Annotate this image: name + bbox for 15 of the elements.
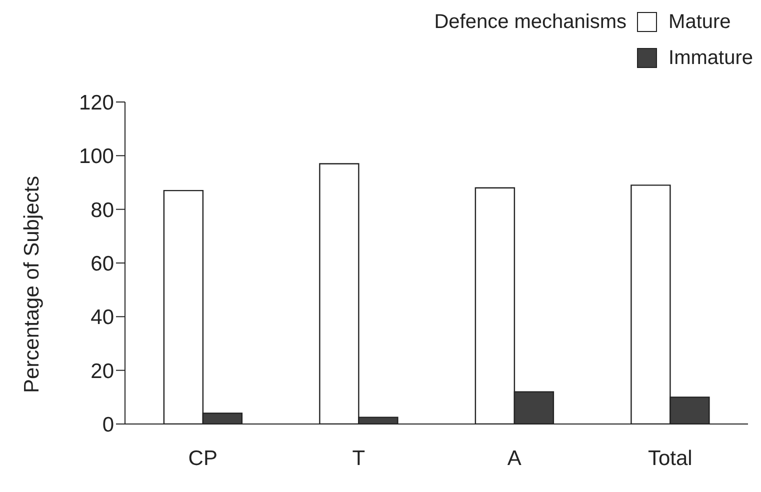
y-tick-label: 60 — [90, 252, 114, 276]
y-axis-title: Percentage of Subjects — [20, 176, 44, 393]
y-tick-label: 40 — [90, 306, 114, 330]
y-tick-label: 100 — [78, 145, 114, 168]
y-tick-label: 80 — [90, 198, 114, 222]
y-tick-label: 120 — [78, 91, 114, 114]
x-tick-label: CP — [188, 446, 218, 470]
y-tick-label: 20 — [90, 360, 114, 383]
legend-title: Defence mechanisms — [434, 10, 627, 35]
x-tick-label: T — [352, 446, 366, 470]
x-tick-label: A — [507, 446, 522, 470]
legend-label: Mature — [668, 10, 731, 34]
x-tick-label: Total — [648, 446, 692, 470]
y-tick-label: 0 — [102, 413, 114, 436]
legend-label: Immature — [668, 46, 753, 70]
